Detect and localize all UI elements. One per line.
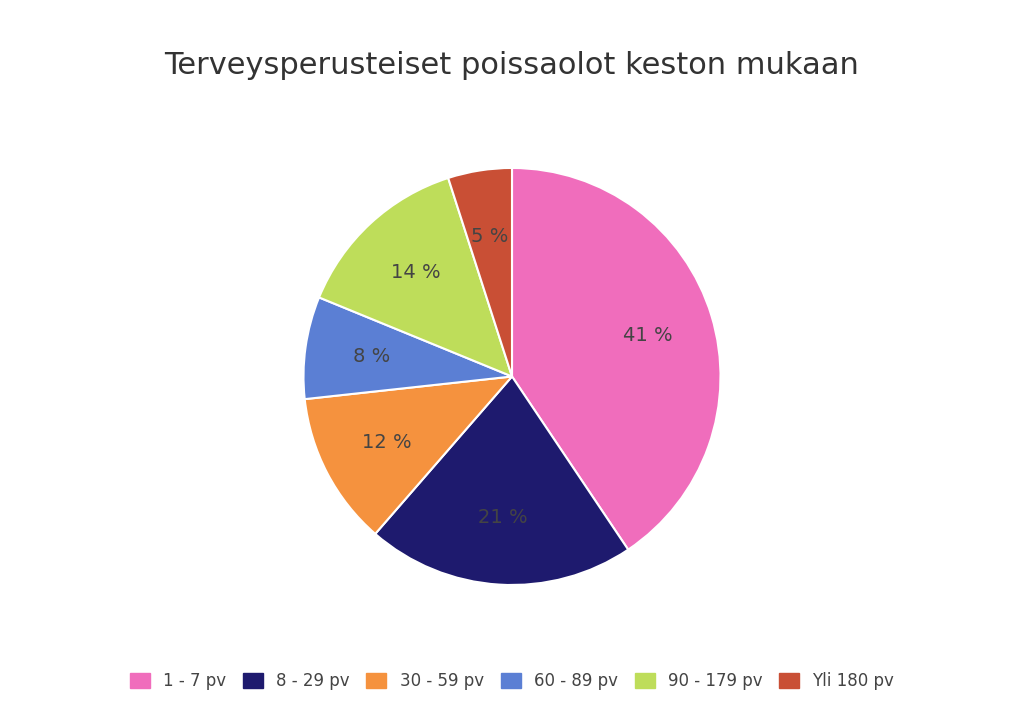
Text: 8 %: 8 % — [353, 348, 390, 366]
Text: 21 %: 21 % — [478, 508, 528, 528]
Text: 5 %: 5 % — [471, 227, 509, 246]
Wedge shape — [319, 178, 512, 376]
Wedge shape — [512, 168, 721, 550]
Wedge shape — [303, 298, 512, 399]
Text: Terveysperusteiset poissaolot keston mukaan: Terveysperusteiset poissaolot keston muk… — [165, 51, 859, 80]
Wedge shape — [375, 376, 628, 585]
Legend: 1 - 7 pv, 8 - 29 pv, 30 - 59 pv, 60 - 89 pv, 90 - 179 pv, Yli 180 pv: 1 - 7 pv, 8 - 29 pv, 30 - 59 pv, 60 - 89… — [123, 665, 901, 696]
Text: 14 %: 14 % — [391, 263, 440, 282]
Text: 12 %: 12 % — [361, 433, 412, 452]
Wedge shape — [449, 168, 512, 376]
Text: 41 %: 41 % — [623, 326, 673, 345]
Wedge shape — [305, 376, 512, 534]
